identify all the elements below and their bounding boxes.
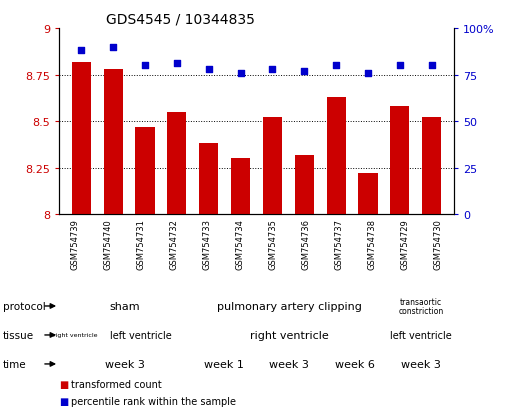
Bar [135, 127, 154, 215]
Bar [199, 144, 218, 215]
Bar [263, 118, 282, 215]
Text: GSM754739: GSM754739 [71, 218, 80, 269]
Text: GSM754731: GSM754731 [137, 218, 146, 269]
Point [300, 68, 308, 75]
Point [109, 44, 117, 51]
Text: week 3: week 3 [401, 359, 441, 369]
Bar [390, 107, 409, 215]
Text: week 6: week 6 [336, 359, 375, 369]
Point [332, 63, 340, 69]
Point [205, 66, 213, 73]
Text: left ventricle: left ventricle [110, 330, 172, 340]
Point [77, 48, 85, 55]
Text: transformed count: transformed count [71, 379, 162, 389]
Text: ■: ■ [59, 379, 68, 389]
Text: protocol: protocol [3, 301, 45, 311]
Point [364, 70, 372, 77]
Bar [359, 174, 378, 215]
Text: GSM754737: GSM754737 [334, 218, 343, 269]
Text: GSM754740: GSM754740 [104, 218, 113, 269]
Text: week 1: week 1 [204, 359, 244, 369]
Text: GSM754730: GSM754730 [433, 218, 442, 269]
Point [236, 70, 245, 77]
Point [141, 63, 149, 69]
Point [173, 61, 181, 67]
Text: GSM754735: GSM754735 [268, 218, 278, 269]
Bar [231, 159, 250, 215]
Point [428, 63, 436, 69]
Text: time: time [3, 359, 26, 369]
Bar [167, 112, 186, 215]
Text: right ventricle: right ventricle [250, 330, 329, 340]
Text: ■: ■ [59, 396, 68, 406]
Bar [104, 70, 123, 215]
Text: GSM754733: GSM754733 [203, 218, 212, 269]
Text: GSM754738: GSM754738 [367, 218, 376, 269]
Text: week 3: week 3 [269, 359, 309, 369]
Bar [72, 62, 91, 215]
Bar [327, 97, 346, 215]
Text: GDS4545 / 10344835: GDS4545 / 10344835 [106, 12, 255, 26]
Text: transaortic
constriction: transaortic constriction [399, 297, 444, 316]
Text: left ventricle: left ventricle [390, 330, 452, 340]
Point [396, 63, 404, 69]
Text: right ventricle: right ventricle [53, 332, 97, 338]
Text: pulmonary artery clipping: pulmonary artery clipping [217, 301, 362, 311]
Text: week 3: week 3 [105, 359, 145, 369]
Text: GSM754736: GSM754736 [301, 218, 310, 269]
Text: sham: sham [109, 301, 140, 311]
Text: GSM754732: GSM754732 [170, 218, 179, 269]
Text: tissue: tissue [3, 330, 34, 340]
Text: percentile rank within the sample: percentile rank within the sample [71, 396, 236, 406]
Text: GSM754729: GSM754729 [400, 218, 409, 269]
Bar [422, 118, 441, 215]
Text: GSM754734: GSM754734 [235, 218, 245, 269]
Point [268, 66, 277, 73]
Bar [295, 155, 314, 215]
